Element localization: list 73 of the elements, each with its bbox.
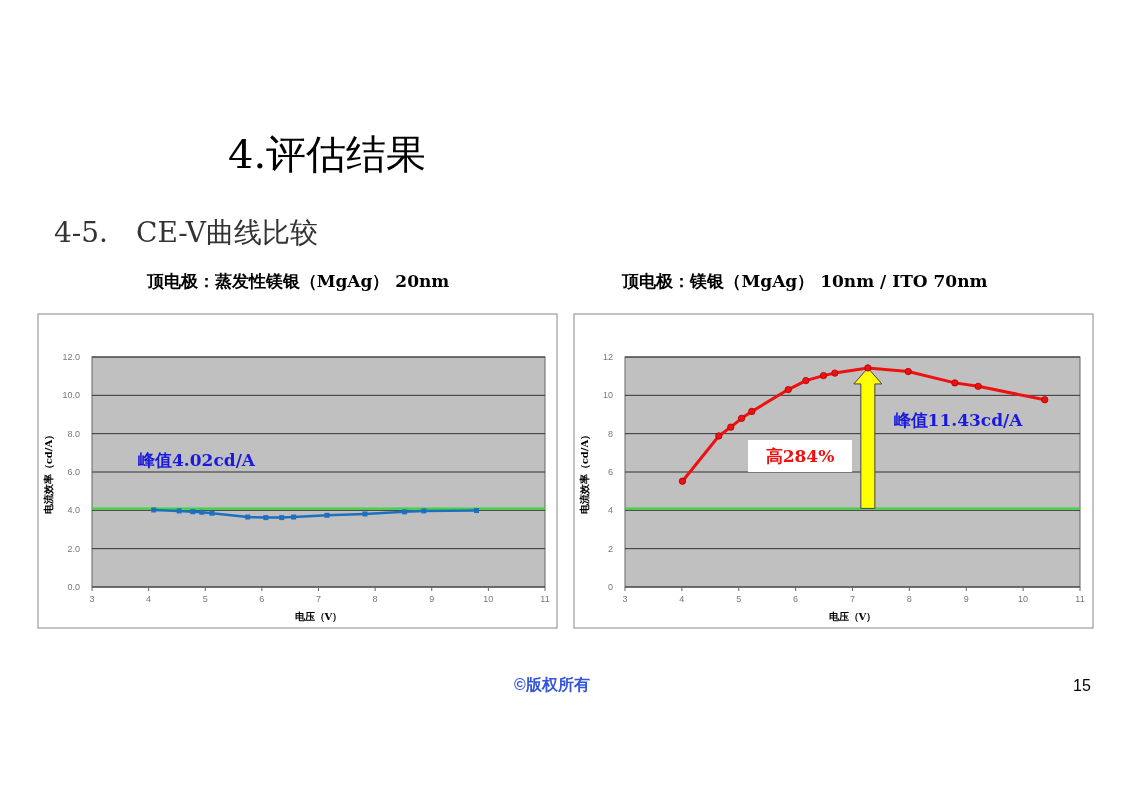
point <box>678 477 687 485</box>
point <box>974 382 982 390</box>
point <box>1041 396 1049 404</box>
y-tick-label: 6 <box>607 467 613 477</box>
x-tick-label: 11 <box>1075 594 1085 604</box>
point <box>864 364 872 372</box>
x-tick-label: 7 <box>849 594 856 604</box>
y-tick-label: 12 <box>602 352 613 362</box>
x-tick-label: 9 <box>429 594 435 604</box>
x-tick-label: 5 <box>736 594 742 604</box>
x-tick-label: 6 <box>793 594 799 604</box>
point <box>263 515 269 521</box>
point <box>176 508 182 514</box>
point <box>190 509 196 515</box>
y-tick-label: 12.0 <box>62 352 80 362</box>
point <box>715 432 723 440</box>
annotation: 高284% <box>765 446 835 466</box>
point <box>209 510 215 516</box>
point <box>151 507 157 513</box>
y-tick-label: 4.0 <box>67 505 80 516</box>
point <box>291 514 297 520</box>
point <box>748 407 756 416</box>
point <box>199 509 205 515</box>
x-tick-label: 9 <box>963 594 969 604</box>
point <box>819 371 828 380</box>
x-tick-label: 7 <box>315 594 322 604</box>
text: 4.评估结果 <box>228 131 427 177</box>
y-tick-label: 10 <box>602 390 613 401</box>
point <box>951 379 959 387</box>
point <box>362 511 368 517</box>
point <box>737 414 746 422</box>
y-tick-label: 8 <box>607 428 613 439</box>
y-tick-label: 4 <box>607 505 613 516</box>
y-axis-title: 电流效率（cd/A） <box>43 429 54 515</box>
x-tick-label: 4 <box>679 594 685 604</box>
x-tick-label: 4 <box>146 594 152 604</box>
point <box>904 367 912 376</box>
annotation: 峰值4.02cd/A <box>138 450 256 470</box>
x-tick-label: 8 <box>906 594 912 604</box>
chart-title: 顶电极：镁银（MgAg） 10nm / ITO 70nm <box>621 271 988 291</box>
point <box>802 376 810 385</box>
point <box>245 514 251 520</box>
text: ©版权所有 <box>514 676 590 693</box>
x-tick-label: 6 <box>259 594 265 604</box>
y-tick-label: 0 <box>607 582 613 592</box>
x-tick-label: 10 <box>483 594 494 604</box>
point <box>727 423 735 431</box>
chart-title: 顶电极：蒸发性镁银（MgAg） 20nm <box>145 271 450 291</box>
point <box>279 515 285 521</box>
x-tick-label: 10 <box>1018 594 1029 604</box>
x-tick-label: 5 <box>202 594 208 604</box>
y-axis-title: 电流效率（cd/A） <box>579 429 590 515</box>
point <box>402 509 408 515</box>
y-tick-label: 2.0 <box>67 543 80 554</box>
point <box>421 508 427 514</box>
x-axis-title: 电压（V） <box>294 611 343 622</box>
point <box>784 385 792 394</box>
x-axis-title: 电压（V） <box>828 611 877 622</box>
point <box>473 508 479 514</box>
x-tick-label: 3 <box>622 594 628 604</box>
text: 15 <box>1073 677 1091 694</box>
point <box>831 369 839 377</box>
y-tick-label: 10.0 <box>62 390 80 401</box>
point <box>324 512 330 518</box>
x-tick-label: 8 <box>372 594 378 604</box>
x-tick-label: 11 <box>540 594 550 604</box>
x-tick-label: 3 <box>89 594 95 604</box>
text: 4-5. CE-V曲线比较 <box>54 216 319 249</box>
y-tick-label: 2 <box>607 543 613 554</box>
y-tick-label: 0.0 <box>67 582 80 592</box>
annotation: 峰值11.43cd/A <box>893 410 1024 430</box>
y-tick-label: 8.0 <box>67 428 80 439</box>
y-tick-label: 6.0 <box>67 467 80 477</box>
